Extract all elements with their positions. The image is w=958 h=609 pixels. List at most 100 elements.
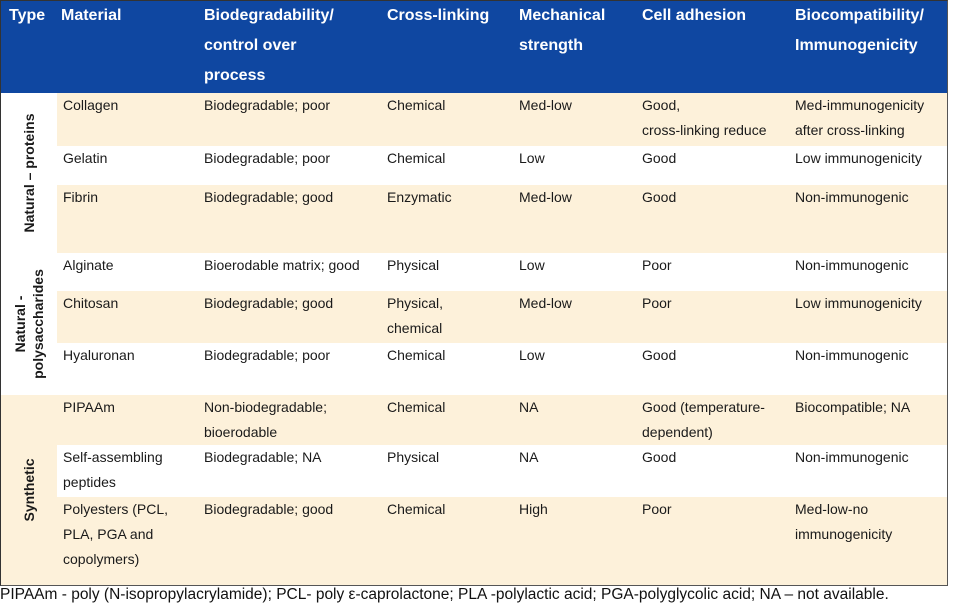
header-row: Type Material Biodegradability/ control … <box>1 1 947 93</box>
header-biocompatibility: Biocompatibility/ Immunogenicity <box>789 1 947 93</box>
cell-line: Chitosan <box>63 295 119 311</box>
cross-linking-cell: Chemical <box>381 395 513 446</box>
material-cell: Chitosan <box>57 291 198 343</box>
material-cell: Polyesters (PCL, PLA, PGA and copolymers) <box>57 496 198 585</box>
material-cell: Fibrin <box>57 185 198 253</box>
cell-line: Non-immunogenic <box>795 257 909 273</box>
cross-linking-cell: Chemical <box>381 343 513 395</box>
cell-line: Enzymatic <box>387 189 452 206</box>
cell-adhesion-cell: Poor <box>636 496 789 585</box>
cell-line: Med-immunogenicity <box>795 97 925 113</box>
cell-adhesion-cell: Good (temperature-dependent) <box>636 395 789 446</box>
group-natural-polysaccharides: Natural - polysaccharides <box>1 253 57 395</box>
biodegradability-cell: Biodegradable; poor <box>198 93 381 147</box>
table-footnote: PIPAAm - poly (N-isopropylacrylamide); P… <box>0 586 889 603</box>
cell-line: dependent) <box>642 424 713 440</box>
table-row: Gelatin Biodegradable; poor Chemical Low… <box>1 146 947 186</box>
cell-adhesion-cell: Good <box>636 185 789 253</box>
table-row: Hyaluronan Biodegradable; poor Chemical … <box>1 343 947 395</box>
mechanical-strength-cell: Med-low <box>513 185 636 253</box>
cell-line: Poor <box>642 500 672 517</box>
cell-line: Chemical <box>387 500 446 517</box>
cross-linking-cell: Chemical <box>381 93 513 147</box>
mechanical-strength-cell: Med-low <box>513 291 636 343</box>
cell-adhesion-cell: Poor <box>636 253 789 291</box>
header-biodegradability: Biodegradability/ control over process <box>198 1 381 93</box>
cross-linking-cell: Enzymatic <box>381 185 513 253</box>
cell-line: Physical <box>387 257 440 273</box>
group-label: Natural - polysaccharides <box>12 269 46 379</box>
biocompatibility-cell: Med-low-no immunogenicity <box>789 496 947 585</box>
cell-line: copolymers) <box>63 550 140 567</box>
biodegradability-cell: Biodegradable; good <box>198 185 381 253</box>
cell-line: after cross-linking <box>795 122 905 138</box>
header-material: Material <box>57 1 198 93</box>
cell-line: Fibrin <box>63 189 99 206</box>
cell-line: Gelatin <box>63 150 108 167</box>
cell-line: Good (temperature- <box>642 399 765 415</box>
cell-adhesion-cell: Good <box>636 146 789 186</box>
cell-line: Med-low-no <box>795 500 869 517</box>
cell-line: Good <box>642 347 677 363</box>
mechanical-strength-cell: NA <box>513 445 636 497</box>
cell-line: Chemical <box>387 97 446 113</box>
cell-line: Polyesters (PCL, <box>63 500 169 517</box>
cell-line: Med-low <box>519 189 572 206</box>
table-row: Polyesters (PCL, PLA, PGA and copolymers) … <box>1 496 947 585</box>
cell-line: Biodegradable; NA <box>204 449 322 466</box>
materials-table: Type Material Biodegradability/ control … <box>1 1 947 585</box>
cell-line: PIPAAm <box>63 399 115 415</box>
biocompatibility-cell: Low immunogenicity <box>789 291 947 343</box>
cell-line: Low immunogenicity <box>795 295 922 311</box>
cell-line: High <box>519 500 548 517</box>
cell-line: Good <box>642 150 677 167</box>
cross-linking-cell: Physical, chemical <box>381 291 513 343</box>
table-row: Chitosan Biodegradable; good Physical, ch… <box>1 291 947 343</box>
group-synthetic: Synthetic <box>1 395 57 585</box>
material-cell: Gelatin <box>57 146 198 186</box>
cell-line: Non-immunogenic <box>795 449 909 466</box>
cell-line: NA <box>519 449 539 466</box>
cell-line: Low <box>519 347 545 363</box>
table-row: Fibrin Biodegradable; good Enzymatic Med… <box>1 185 947 253</box>
biocompatibility-cell: Non-immunogenic <box>789 185 947 253</box>
cell-line: Non-biodegradable; <box>204 399 327 415</box>
biocompatibility-cell: Biocompatible; NA <box>789 395 947 446</box>
material-cell: Hyaluronan <box>57 343 198 395</box>
biodegradability-cell: Bioerodable matrix; good <box>198 253 381 291</box>
cell-line: Biodegradable; poor <box>204 97 331 113</box>
cell-line: Non-immunogenic <box>795 347 909 363</box>
cell-line: Biodegradable; poor <box>204 347 331 363</box>
cell-line: chemical <box>387 320 443 336</box>
cross-linking-cell: Physical <box>381 253 513 291</box>
cell-line: Collagen <box>63 97 119 113</box>
header-mechanical-strength: Mechanical strength <box>513 1 636 93</box>
cell-line: Self-assembling <box>63 449 163 466</box>
material-cell: Alginate <box>57 253 198 291</box>
biodegradability-cell: Non-biodegradable; bioerodable <box>198 395 381 446</box>
material-cell: Collagen <box>57 93 198 147</box>
cell-line: Non-immunogenic <box>795 189 909 206</box>
material-cell: Self-assembling peptides <box>57 445 198 497</box>
biocompatibility-cell: Non-immunogenic <box>789 253 947 291</box>
cell-line: Biodegradable; good <box>204 189 334 206</box>
biodegradability-cell: Biodegradable; poor <box>198 343 381 395</box>
cell-adhesion-cell: Good <box>636 343 789 395</box>
group-label: Natural – proteins <box>21 113 37 233</box>
biocompatibility-cell: Non-immunogenic <box>789 343 947 395</box>
cell-line: Poor <box>642 295 672 311</box>
table-row: Synthetic PIPAAm Non-biodegradable; bioer… <box>1 395 947 585</box>
header-type: Type <box>1 1 57 93</box>
mechanical-strength-cell: Low <box>513 253 636 291</box>
biodegradability-cell: Biodegradable; poor <box>198 146 381 186</box>
biodegradability-cell: Biodegradable; NA <box>198 445 381 497</box>
cell-line: Physical <box>387 449 440 466</box>
cell-line: Bioerodable matrix; good <box>204 257 360 273</box>
cell-line: Chemical <box>387 150 446 167</box>
biocompatibility-cell: Non-immunogenic <box>789 445 947 497</box>
table-row: Natural - polysaccharides Alginate Bioer… <box>1 253 947 395</box>
cell-adhesion-cell: Good <box>636 445 789 497</box>
cross-linking-cell: Chemical <box>381 496 513 585</box>
cell-line: Physical, <box>387 295 444 311</box>
cell-line: Alginate <box>63 257 114 273</box>
